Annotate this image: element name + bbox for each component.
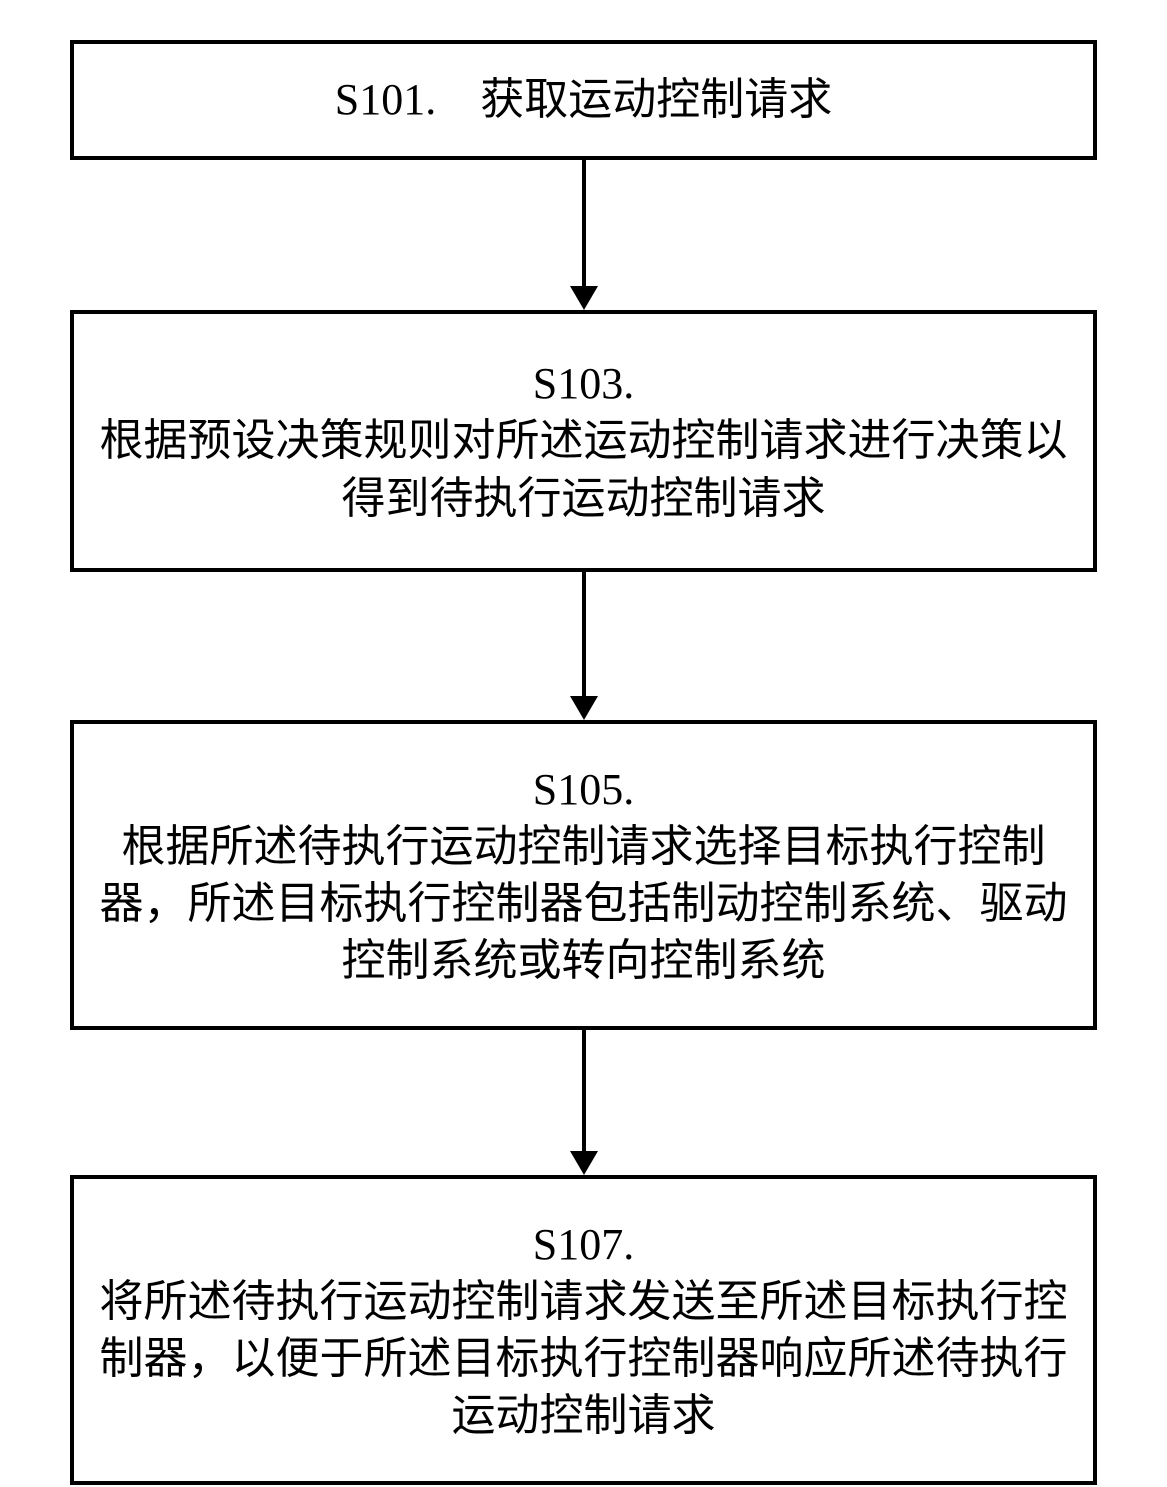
flow-node-s103: S103. 根据预设决策规则对所述运动控制请求进行决策以得到待执行运动控制请求 [70, 310, 1097, 572]
flow-arrow [570, 1030, 598, 1175]
arrow-head-icon [570, 286, 598, 310]
flow-node-s105: S105. 根据所述待执行运动控制请求选择目标执行控制器，所述目标执行控制器包括… [70, 720, 1097, 1030]
node-label: S103. [533, 355, 634, 412]
flow-node-s107: S107. 将所述待执行运动控制请求发送至所述目标执行控制器，以便于所述目标执行… [70, 1175, 1097, 1485]
node-text: 根据预设决策规则对所述运动控制请求进行决策以得到待执行运动控制请求 [94, 412, 1073, 526]
arrow-line [582, 1030, 586, 1151]
flowchart-container: S101. 获取运动控制请求 S103. 根据预设决策规则对所述运动控制请求进行… [0, 0, 1167, 1487]
arrow-head-icon [570, 1151, 598, 1175]
flow-arrow [570, 160, 598, 310]
node-label: S101. [335, 75, 436, 124]
node-text: 将所述待执行运动控制请求发送至所述目标执行控制器，以便于所述目标执行控制器响应所… [94, 1273, 1073, 1445]
arrow-head-icon [570, 696, 598, 720]
flow-arrow [570, 572, 598, 720]
node-label: S107. [533, 1216, 634, 1273]
label-spacer [447, 75, 469, 124]
arrow-line [582, 160, 586, 286]
node-text: 获取运动控制请求 [480, 75, 832, 124]
arrow-line [582, 572, 586, 696]
node-text: 根据所述待执行运动控制请求选择目标执行控制器，所述目标执行控制器包括制动控制系统… [94, 818, 1073, 990]
node-content: S101. 获取运动控制请求 [335, 71, 832, 128]
node-label: S105. [533, 761, 634, 818]
flow-node-s101: S101. 获取运动控制请求 [70, 40, 1097, 160]
